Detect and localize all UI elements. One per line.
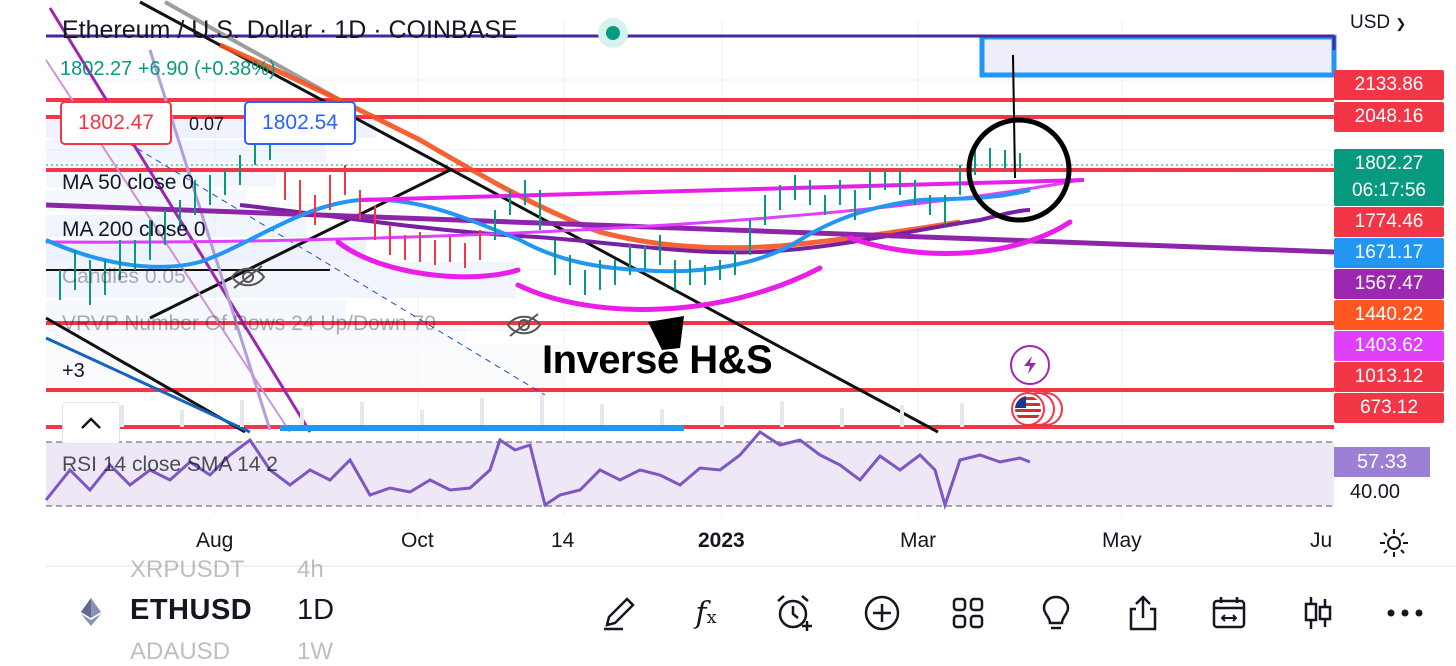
- currency-label: USD: [1350, 12, 1391, 33]
- price-label: 1013.12: [1334, 362, 1444, 392]
- time-axis-label: Mar: [900, 529, 937, 552]
- share-icon[interactable]: [1121, 591, 1165, 635]
- pattern-annotation: Inverse H&S: [542, 338, 773, 382]
- price-change-row: 1802.27 +6.90 (+0.38%): [60, 58, 276, 81]
- time-axis-label: Aug: [196, 529, 234, 552]
- candles-icon[interactable]: [1296, 591, 1340, 635]
- sell-button[interactable]: 1802.47: [60, 101, 172, 145]
- legend-candles[interactable]: Candles 0.05: [62, 265, 186, 288]
- last-price: 1802.27: [60, 58, 133, 80]
- symbol-title[interactable]: Ethereum / U.S. Dollar · 1D · COINBASE: [62, 16, 518, 44]
- plus-circle-icon[interactable]: [860, 591, 904, 635]
- price-label: 2133.86: [1334, 70, 1444, 100]
- time-axis-label: May: [1102, 529, 1142, 552]
- rsi-value-label: 57.33: [1334, 447, 1430, 477]
- time-axis-label: Ju: [1310, 529, 1333, 552]
- more-icon[interactable]: [1383, 591, 1427, 635]
- candles: [59, 130, 1021, 305]
- time-axis-label: Oct: [401, 529, 434, 552]
- volume-bars: [120, 395, 964, 427]
- lightbulb-icon[interactable]: [1034, 591, 1078, 635]
- lightning-event-icon[interactable]: [1010, 345, 1050, 385]
- price-label: 1440.22: [1334, 300, 1444, 330]
- more-indicators[interactable]: +3: [62, 360, 85, 382]
- fx-icon[interactable]: fx: [695, 595, 717, 631]
- market-open-indicator: [598, 18, 628, 48]
- spread-value: 0.07: [189, 114, 225, 134]
- rsi-line: [44, 430, 1031, 511]
- legend-ma50[interactable]: MA 50 close 0: [62, 171, 194, 194]
- price-label: 1671.17: [1334, 238, 1444, 268]
- inverse-hs-arcs: [335, 219, 1073, 312]
- price-label: 1403.62: [1334, 331, 1444, 361]
- price-label: 1567.47: [1334, 269, 1444, 299]
- time-axis-label: 14: [551, 529, 575, 552]
- collapse-legend-button[interactable]: [62, 402, 120, 444]
- settings-icon[interactable]: [1378, 527, 1410, 564]
- us-flag-event-icon[interactable]: [1010, 391, 1064, 432]
- price-label: 06:17:56: [1334, 176, 1444, 206]
- price-label: 1774.46: [1334, 207, 1444, 237]
- price-change: +6.90: [137, 58, 189, 80]
- calendar-replay-icon[interactable]: [1208, 591, 1252, 635]
- legend-rsi[interactable]: RSI 14 close SMA 14 2: [62, 453, 278, 476]
- arrow-marker: [648, 316, 684, 350]
- rsi-level-label: 40.00: [1350, 481, 1401, 503]
- price-label: 673.12: [1334, 393, 1444, 423]
- breakout-circle: [966, 117, 1072, 223]
- alarm-clock-icon[interactable]: [772, 591, 816, 635]
- legend-ma200[interactable]: MA 200 close 0: [62, 218, 206, 241]
- purple-ma-line: [239, 203, 1031, 255]
- legend-vrvp[interactable]: VRVP Number Of Rows 24 Up/Down 70: [62, 312, 436, 335]
- ghost-symbol-above: XRPUSDT: [130, 556, 245, 583]
- time-axis-label: 2023: [698, 529, 745, 552]
- buy-button[interactable]: 1802.54: [244, 101, 356, 145]
- price-label: 2048.16: [1334, 102, 1444, 132]
- price-label: 1802.27: [1334, 149, 1444, 179]
- ghost-symbol-below: ADAUSD: [130, 638, 231, 665]
- eye-hidden-icon[interactable]: [230, 264, 266, 295]
- currency-selector[interactable]: USD ❯: [1350, 12, 1406, 34]
- price-change-pct: (+0.38%): [194, 58, 276, 80]
- volume-profile: [46, 120, 566, 395]
- ghost-interval-below: 1W: [297, 638, 333, 665]
- eye-hidden-icon[interactable]: [506, 312, 542, 343]
- grid-icon[interactable]: [946, 591, 990, 635]
- ma200-line: [218, 42, 961, 251]
- chevron-up-icon: [81, 417, 101, 429]
- pen-icon[interactable]: [597, 591, 641, 635]
- chevron-down-icon: ❯: [1395, 16, 1407, 31]
- ghost-interval-above: 4h: [297, 556, 324, 583]
- neckline: [359, 178, 1085, 202]
- interval-selector[interactable]: 1D: [297, 594, 335, 626]
- target-zone-box: [979, 34, 1337, 78]
- ethereum-icon: [78, 597, 104, 632]
- symbol-selector[interactable]: ETHUSD: [130, 594, 253, 626]
- rsi-band: [46, 442, 1334, 506]
